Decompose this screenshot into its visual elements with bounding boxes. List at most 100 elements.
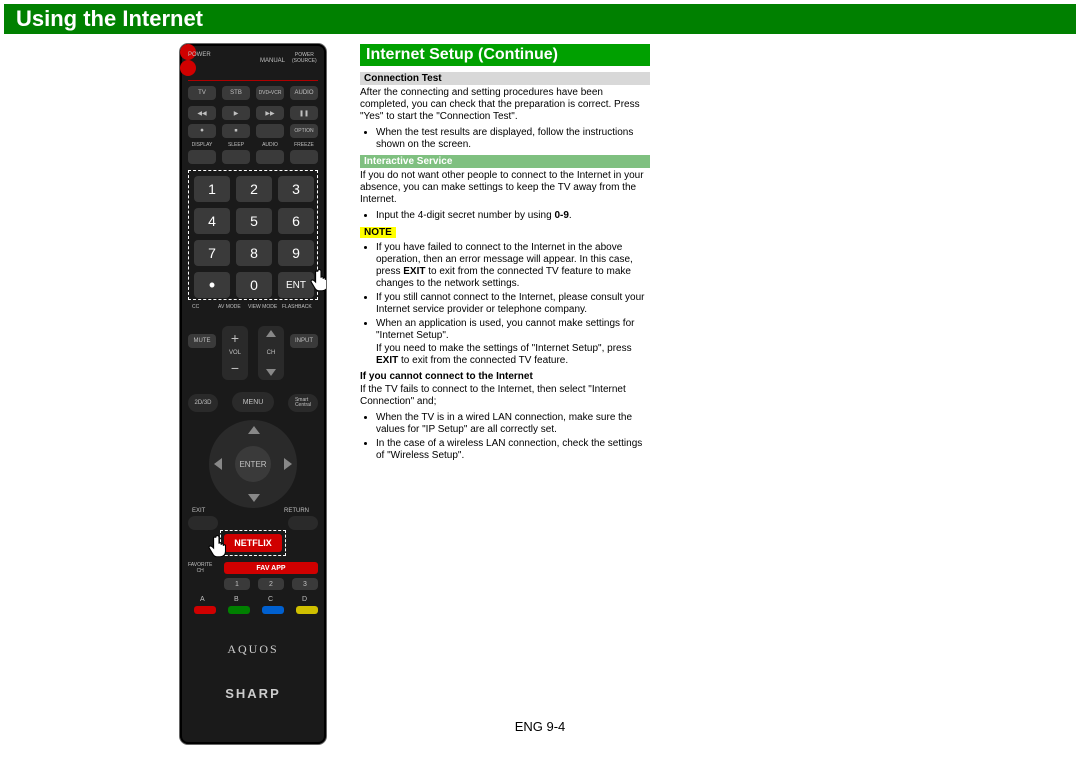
bold-text: EXIT: [403, 266, 425, 277]
ffwd-button: ▶▶: [256, 106, 284, 120]
exit-button: [188, 516, 218, 530]
cc-label: CC: [192, 304, 199, 310]
list-item: When the test results are displayed, fol…: [376, 127, 650, 151]
note-bullets: If you have failed to connect to the Int…: [360, 242, 650, 367]
dpad-down-icon: [248, 494, 260, 502]
favch-label: FAVORITE CH: [188, 562, 212, 574]
note-wrapper: NOTE: [360, 226, 650, 238]
cannot-connect-intro: If the TV fails to connect to the Intern…: [360, 384, 650, 408]
cannot-connect-header: If you cannot connect to the Internet: [360, 371, 650, 382]
vol-rocker: +VOL−: [222, 326, 248, 380]
d-button: [296, 606, 318, 614]
dpad-up-icon: [248, 426, 260, 434]
sharp-brand: SHARP: [180, 686, 326, 701]
play-button: ▶: [222, 106, 250, 120]
remote-control-image: POWER MANUAL POWER (SOURCE) TV STB DVD•V…: [180, 44, 326, 744]
connection-test-header: Connection Test: [360, 72, 650, 85]
page-footer: ENG 9-4: [0, 719, 1080, 734]
num-6: 6: [278, 208, 314, 234]
sleep-button: [222, 150, 250, 164]
fav-2: 2: [258, 578, 284, 590]
netflix-button: NETFLIX: [224, 534, 282, 552]
num-5: 5: [236, 208, 272, 234]
audio-button: AUDIO: [290, 86, 318, 100]
fav-3: 3: [292, 578, 318, 590]
audiolbl-label: AUDIO: [256, 142, 284, 148]
freeze-label: FREEZE: [290, 142, 318, 148]
num-dot: •: [194, 272, 230, 298]
return-label: RETURN: [284, 508, 309, 514]
dpad-left-icon: [214, 458, 222, 470]
remote-column: POWER MANUAL POWER (SOURCE) TV STB DVD•V…: [180, 44, 326, 744]
b-button: [228, 606, 250, 614]
page-title: Using the Internet: [16, 6, 203, 31]
power-label: POWER: [188, 52, 211, 58]
text: When an application is used, you cannot …: [376, 318, 634, 341]
num-0: 0: [236, 272, 272, 298]
pause-button: ❚❚: [290, 106, 318, 120]
num-3: 3: [278, 176, 314, 202]
rewind-button: ◀◀: [188, 106, 216, 120]
num-2: 2: [236, 176, 272, 202]
text: to exit from the connected TV feature.: [398, 355, 568, 366]
cannot-connect-bullets: When the TV is in a wired LAN connection…: [360, 412, 650, 462]
d-label: D: [302, 596, 307, 603]
stb-button: STB: [222, 86, 250, 100]
connection-test-intro: After the connecting and setting procedu…: [360, 87, 650, 123]
text: .: [569, 210, 572, 221]
avmode-label: AV MODE: [218, 304, 241, 310]
dvdvcr-button: DVD•VCR: [256, 86, 284, 100]
menu-button: MENU: [232, 392, 274, 412]
enter-button: ENTER: [235, 446, 271, 482]
num-9: 9: [278, 240, 314, 266]
page-title-bar: Using the Internet: [4, 4, 1076, 34]
option-button: OPTION: [290, 124, 318, 138]
manual-label: MANUAL: [260, 58, 285, 64]
exit-label: EXIT: [192, 508, 205, 514]
input-button: INPUT: [290, 334, 318, 348]
list-item: In the case of a wireless LAN connection…: [376, 438, 650, 462]
section-title: Internet Setup (Continue): [366, 46, 558, 63]
section-title-bar: Internet Setup (Continue): [360, 44, 650, 66]
a-label: A: [200, 596, 205, 603]
num-1: 1: [194, 176, 230, 202]
list-item: If you have failed to connect to the Int…: [376, 242, 650, 290]
mute-button: MUTE: [188, 334, 216, 348]
red-divider: [188, 80, 318, 81]
return-button: [288, 516, 318, 530]
text: Input the 4-digit secret number by using: [376, 210, 554, 221]
sleep-label: SLEEP: [222, 142, 250, 148]
bold-text: 0-9: [554, 210, 568, 221]
record-button: ⏺: [188, 124, 216, 138]
hand-pointer-icon-1: [308, 268, 326, 294]
list-item: When an application is used, you cannot …: [376, 318, 650, 367]
connection-test-bullets: When the test results are displayed, fol…: [360, 127, 650, 151]
flashback-label: FLASHBACK: [282, 304, 312, 310]
c-label: C: [268, 596, 273, 603]
num-7: 7: [194, 240, 230, 266]
ch-rocker: CH: [258, 326, 284, 380]
display-label: DISPLAY: [188, 142, 216, 148]
power-source-label: POWER (SOURCE): [292, 52, 317, 64]
hand-pointer-icon-2: [206, 534, 232, 560]
num-4: 4: [194, 208, 230, 234]
bold-text: EXIT: [376, 355, 398, 366]
list-item: Input the 4-digit secret number by using…: [376, 210, 650, 222]
note-label: NOTE: [360, 227, 396, 238]
aquos-brand: AQUOS: [180, 642, 326, 657]
b-label: B: [234, 596, 239, 603]
list-item: If you still cannot connect to the Inter…: [376, 292, 650, 316]
viewmode-label: VIEW MODE: [248, 304, 277, 310]
audio-fn-button: [256, 150, 284, 164]
dpad-right-icon: [284, 458, 292, 470]
tv-button: TV: [188, 86, 216, 100]
note-subline: If you need to make the settings of "Int…: [376, 343, 650, 367]
a-button: [194, 606, 216, 614]
num-8: 8: [236, 240, 272, 266]
fav-1: 1: [224, 578, 250, 590]
text: If you need to make the settings of "Int…: [376, 343, 632, 354]
interactive-service-header: Interactive Service: [360, 155, 650, 168]
smart-central-button: Smart Central: [288, 394, 318, 412]
power-source-button: [180, 60, 196, 76]
freeze-button: [290, 150, 318, 164]
